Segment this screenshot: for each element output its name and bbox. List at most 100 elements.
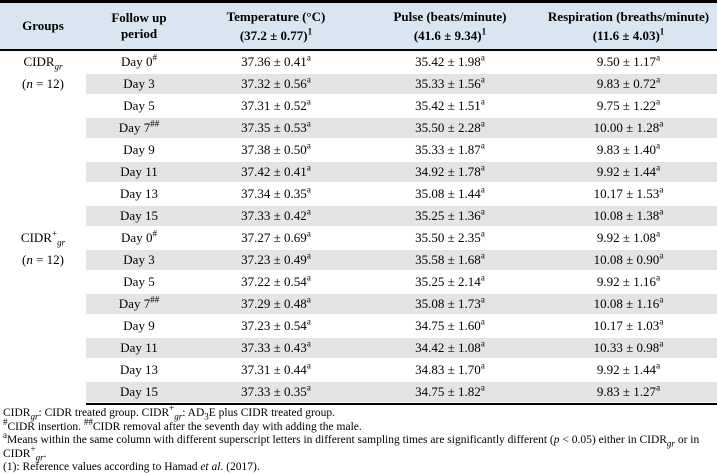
value-text: 9.92 ± 1.16: [596, 274, 657, 289]
significance-superscript: a: [306, 338, 311, 349]
significance-superscript: a: [480, 118, 485, 129]
value-text: 9.83 ± 1.40: [596, 142, 657, 157]
value-text: 10.08 ± 0.90: [593, 252, 660, 267]
col-header-groups: Groups: [0, 1, 86, 51]
temperature-cell: 37.22 ± 0.54a: [192, 271, 360, 293]
respiration-cell: 9.92 ± 1.44a: [540, 359, 717, 381]
temperature-cell: 37.34 ± 0.35a: [192, 183, 360, 205]
pulse-cell: 35.25 ± 1.36a: [360, 205, 540, 227]
temperature-cell: 37.31 ± 0.52a: [192, 95, 360, 117]
respiration-cell: 9.83 ± 0.72a: [540, 73, 717, 95]
value-text: 9.83 ± 1.27: [596, 384, 657, 399]
significance-superscript: a: [656, 382, 661, 393]
value-text: 9.50 ± 1.17: [596, 54, 657, 69]
value-text: 34.92 ± 1.78: [415, 164, 481, 179]
value-text: 37.35 ± 0.53: [241, 120, 307, 135]
temperature-cell: 37.29 ± 0.48a: [192, 293, 360, 315]
pulse-cell: 35.33 ± 1.87a: [360, 139, 540, 161]
pulse-reference-text: (41.6 ± 9.34): [413, 27, 482, 43]
respiration-cell: 10.00 ± 1.28a: [540, 117, 717, 139]
pulse-cell: 34.83 ± 1.70a: [360, 359, 540, 381]
day-label: Day 11: [120, 340, 158, 355]
table-row: CIDRgr (n = 12) Day 0# 37.36 ± 0.41a 35.42 ±…: [0, 50, 717, 91]
value-text: 37.23 ± 0.49: [241, 252, 307, 267]
value-text: 10.17 ± 1.03: [593, 318, 660, 333]
pulse-cell: 35.58 ± 1.68a: [360, 249, 540, 271]
day-cell: Day 7##: [86, 293, 192, 315]
day-label: Day 13: [120, 186, 158, 201]
respiration-reference-value: (11.6 ± 4.03)1: [542, 26, 715, 44]
table-row: Day 7## 37.35 ± 0.53a 35.50 ± 2.28a 10.00 ±…: [0, 117, 717, 139]
significance-superscript: a: [306, 228, 311, 239]
group-cell: CIDRgr (n = 12): [0, 50, 86, 227]
significance-superscript: a: [656, 272, 661, 283]
significance-superscript: a: [306, 250, 311, 261]
value-text: 37.38 ± 0.50: [241, 142, 307, 157]
significance-superscript: a: [480, 360, 485, 371]
significance-superscript: a: [306, 206, 311, 217]
day-cell: Day 0#: [86, 227, 192, 249]
group-cell: CIDR+gr (n = 12): [0, 227, 86, 404]
pulse-cell: 35.25 ± 2.14a: [360, 271, 540, 293]
pulse-cell: 35.08 ± 1.73a: [360, 293, 540, 315]
respiration-header-title: Respiration (breaths/minute): [547, 8, 710, 24]
value-text: 37.31 ± 0.44: [241, 362, 307, 377]
table-row: Day 5 37.22 ± 0.54a 35.25 ± 2.14a 9.92 ± 1.…: [0, 271, 717, 293]
significance-superscript: a: [480, 250, 485, 261]
significance-superscript: a: [480, 74, 485, 85]
respiration-cell: 10.17 ± 1.03a: [540, 315, 717, 337]
pulse-cell: 34.75 ± 1.60a: [360, 315, 540, 337]
col-header-respiration: Respiration (breaths/minute) (11.6 ± 4.0…: [540, 1, 717, 51]
day-cell: Day 11: [86, 161, 192, 183]
table-row: Day 11 37.33 ± 0.43a 34.42 ± 1.08a 10.33 ± …: [0, 337, 717, 359]
temperature-cell: 37.42 ± 0.41a: [192, 161, 360, 183]
respiration-cell: 10.08 ± 0.90a: [540, 249, 717, 271]
respiration-cell: 9.83 ± 1.27a: [540, 381, 717, 405]
significance-superscript: a: [306, 96, 311, 107]
value-text: 35.08 ± 1.44: [415, 186, 481, 201]
day-label: Day 0: [121, 230, 153, 245]
value-text: 34.75 ± 1.82: [415, 384, 481, 399]
significance-superscript: a: [480, 184, 485, 195]
col-header-pulse: Pulse (beats/minute) (41.6 ± 9.34)1: [360, 1, 540, 51]
significance-superscript: a: [659, 294, 664, 305]
day-cell: Day 3: [86, 249, 192, 271]
day-cell: Day 11: [86, 337, 192, 359]
table-row: CIDR+gr (n = 12) Day 0# 37.27 ± 0.69a 35.50 …: [0, 227, 717, 267]
value-text: 37.33 ± 0.35: [241, 384, 307, 399]
value-text: 34.75 ± 1.60: [415, 318, 481, 333]
day-label: Day 3: [123, 76, 155, 91]
table-row: Day 7## 37.29 ± 0.48a 35.08 ± 1.73a 10.08 ±…: [0, 293, 717, 315]
pulse-reference-value: (41.6 ± 9.34)1: [362, 27, 538, 44]
significance-superscript: a: [306, 360, 311, 371]
day-label: Day 0: [121, 54, 153, 69]
day-label: Day 15: [120, 384, 158, 399]
footnote-significance: aMeans within the same column with diffe…: [3, 430, 700, 462]
significance-superscript: a: [480, 96, 485, 107]
significance-superscript: a: [656, 228, 661, 239]
respiration-cell: 9.92 ± 1.08a: [540, 227, 717, 249]
temperature-cell: 37.33 ± 0.35a: [192, 381, 360, 405]
value-text: 37.31 ± 0.52: [241, 98, 307, 113]
value-text: 37.32 ± 0.56: [241, 76, 307, 91]
respiration-cell: 9.50 ± 1.17a: [540, 50, 717, 73]
significance-superscript: a: [480, 162, 485, 173]
significance-superscript: a: [306, 140, 311, 151]
temperature-cell: 37.33 ± 0.43a: [192, 337, 360, 359]
temperature-cell: 37.38 ± 0.50a: [192, 139, 360, 161]
value-text: 9.75 ± 1.22: [596, 98, 657, 113]
temperature-cell: 37.33 ± 0.42a: [192, 205, 360, 227]
significance-superscript: a: [306, 382, 311, 393]
significance-superscript: a: [480, 206, 485, 217]
physiology-table: Groups Follow up period Temperature (°C)…: [0, 0, 717, 405]
temperature-reference-text: (37.2 ± 0.77): [239, 27, 308, 43]
pulse-cell: 34.92 ± 1.78a: [360, 161, 540, 183]
day-cell: Day 9: [86, 139, 192, 161]
respiration-reference-superscript: 1: [659, 26, 665, 37]
respiration-cell: 10.08 ± 1.16a: [540, 293, 717, 315]
significance-superscript: a: [480, 228, 485, 239]
day-cell: Day 15: [86, 205, 192, 227]
value-text: 35.33 ± 1.56: [415, 76, 481, 91]
value-text: 37.23 ± 0.54: [241, 318, 307, 333]
value-text: 35.25 ± 2.14: [415, 274, 481, 289]
